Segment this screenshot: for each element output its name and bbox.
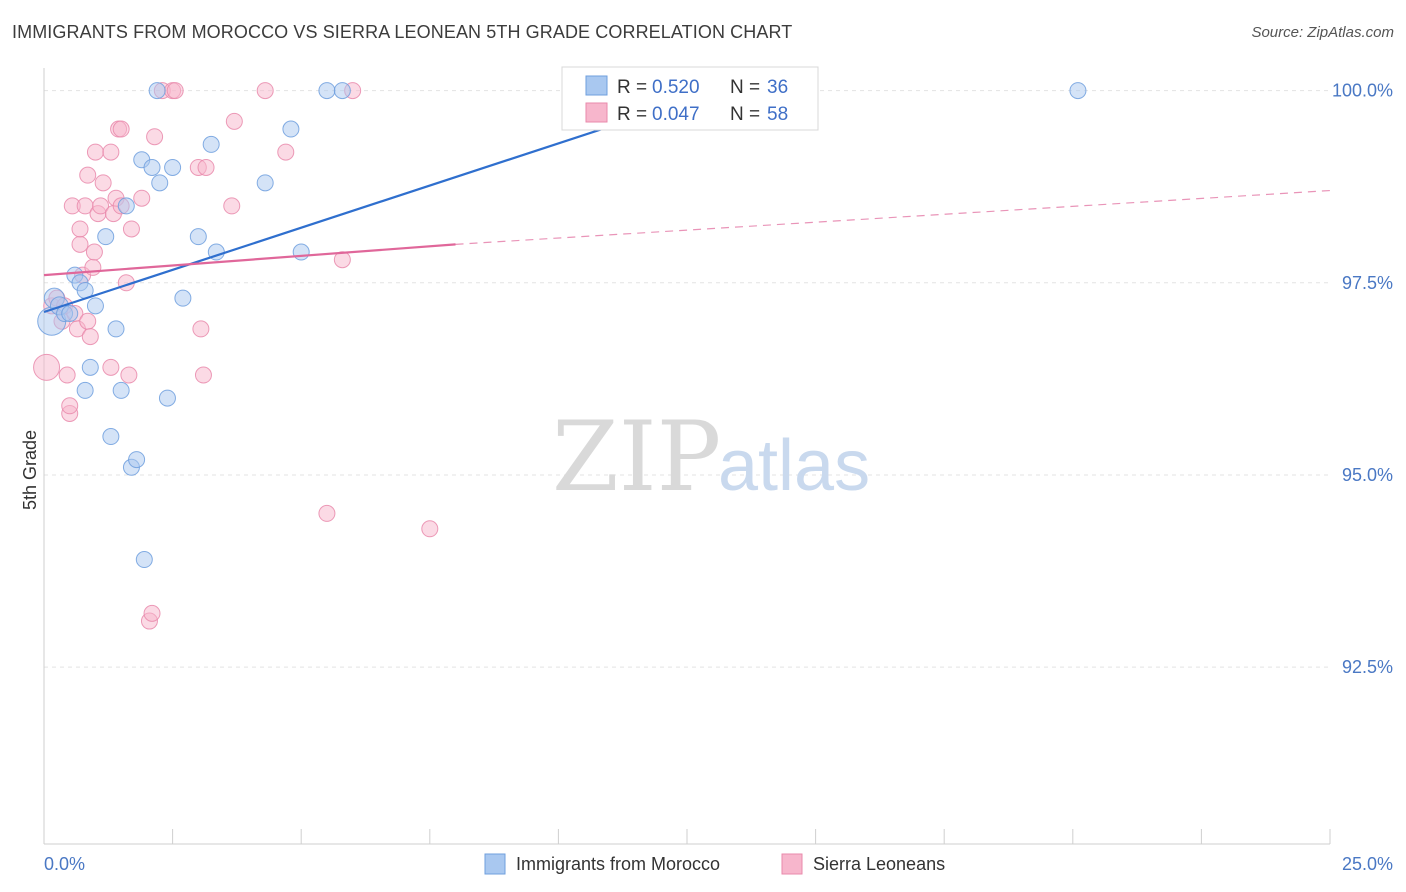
legend-bottom: Immigrants from Morocco Sierra Leoneans — [484, 853, 945, 875]
pink-point-44 — [197, 158, 215, 176]
blue-point-11 — [97, 228, 115, 246]
blue-point-4 — [61, 305, 79, 323]
legend-blue-n-value: 36 — [767, 77, 788, 98]
chart-title: IMMIGRANTS FROM MOROCCO VS SIERRA LEONEA… — [12, 22, 793, 42]
blue-point-9 — [76, 381, 94, 399]
pink-point-49 — [318, 504, 336, 522]
axes — [43, 68, 1331, 845]
pink-point-37 — [146, 128, 164, 146]
pink-point-20 — [86, 143, 104, 161]
blue-point-32 — [318, 82, 336, 100]
legend-pink-n-value: 58 — [767, 104, 788, 125]
pink-point-7 — [61, 397, 79, 415]
pink-point-5 — [58, 366, 76, 384]
blue-point-29 — [256, 174, 274, 192]
y-axis-label: 5th Grade — [20, 430, 40, 510]
blue-point-14 — [112, 381, 130, 399]
pink-point-18 — [84, 258, 102, 276]
pink-point-33 — [122, 220, 140, 238]
pink-point-12 — [71, 220, 89, 238]
pink-point-52 — [421, 520, 439, 538]
legend-blue-n-label: N = — [730, 77, 760, 98]
series-morocco-points — [37, 82, 1087, 569]
blue-point-17 — [128, 451, 146, 469]
blue-point-22 — [148, 82, 166, 100]
pink-point-29 — [112, 120, 130, 138]
blue-point-19 — [135, 551, 153, 569]
x-tick-label-1: 25.0% — [1342, 854, 1393, 874]
blue-point-31 — [292, 243, 310, 261]
legend-blue-r-label: R = — [617, 77, 647, 98]
blue-point-30 — [282, 120, 300, 138]
pink-point-42 — [192, 320, 210, 338]
pink-point-48 — [277, 143, 295, 161]
pink-point-46 — [225, 112, 243, 130]
blue-point-20 — [143, 158, 161, 176]
x-axis-tick-labels: 0.0% 25.0% — [44, 854, 1393, 874]
pink-point-17 — [81, 328, 99, 346]
pink-point-24 — [102, 358, 120, 376]
pink-point-45 — [223, 197, 241, 215]
blue-point-15 — [117, 197, 135, 215]
blue-point-23 — [158, 389, 176, 407]
legend-pink-r-value: 0.047 — [652, 104, 700, 125]
legend-pink-r-label: R = — [617, 104, 647, 125]
pink-point-43 — [194, 366, 212, 384]
series-sierra-leoneans-points — [33, 82, 439, 630]
watermark: ZIP atlas — [552, 401, 870, 513]
blue-point-33 — [333, 82, 351, 100]
source-label: Source: ZipAtlas.com — [1251, 24, 1394, 41]
legend-bottom-sierra-leoneans: Sierra Leoneans — [813, 854, 945, 874]
blue-point-24 — [164, 158, 182, 176]
gridlines — [44, 90, 1330, 668]
legend-bottom-blue-swatch — [484, 853, 506, 875]
y-tick-label-2: 97.5% — [1342, 273, 1393, 293]
legend-pink-swatch — [585, 102, 608, 123]
pink-trend-line-extension — [455, 189, 1331, 245]
pink-point-22 — [92, 197, 110, 215]
blue-point-35 — [1069, 82, 1087, 100]
blue-point-21 — [151, 174, 169, 192]
y-tick-label-0: 92.5% — [1342, 657, 1393, 677]
pink-point-34 — [133, 189, 151, 207]
blue-point-10 — [86, 297, 104, 315]
pink-point-11 — [71, 235, 89, 253]
pink-point-32 — [120, 366, 138, 384]
legend-top: R = 0.520 N = 36 R = 0.047 N = 58 — [561, 66, 819, 131]
pink-trend-line — [43, 243, 456, 277]
watermark-zip: ZIP — [552, 401, 721, 513]
y-tick-label-3: 100.0% — [1332, 81, 1393, 101]
blue-point-13 — [107, 320, 125, 338]
pink-point-19 — [85, 243, 103, 261]
legend-pink-n-label: N = — [730, 104, 760, 125]
blue-point-8 — [81, 358, 99, 376]
blue-point-27 — [202, 135, 220, 153]
pink-point-36 — [143, 604, 161, 622]
pink-point-0 — [33, 353, 61, 381]
blue-point-12 — [102, 428, 120, 446]
pink-point-40 — [166, 82, 184, 100]
legend-blue-r-value: 0.520 — [652, 77, 700, 98]
y-axis-tick-labels: 92.5% 95.0% 97.5% 100.0% — [1332, 81, 1393, 678]
pink-point-25 — [102, 143, 120, 161]
pink-point-23 — [94, 174, 112, 192]
y-tick-label-1: 95.0% — [1342, 465, 1393, 485]
legend-blue-swatch — [585, 75, 608, 96]
pink-point-15 — [79, 166, 97, 184]
pink-point-47 — [256, 82, 274, 100]
x-tick-label-0: 0.0% — [44, 854, 85, 874]
watermark-atlas: atlas — [718, 426, 870, 506]
legend-bottom-pink-swatch — [781, 853, 803, 875]
pink-point-16 — [79, 312, 97, 330]
blue-point-25 — [174, 289, 192, 307]
blue-point-26 — [189, 228, 207, 246]
legend-bottom-morocco: Immigrants from Morocco — [516, 854, 720, 874]
